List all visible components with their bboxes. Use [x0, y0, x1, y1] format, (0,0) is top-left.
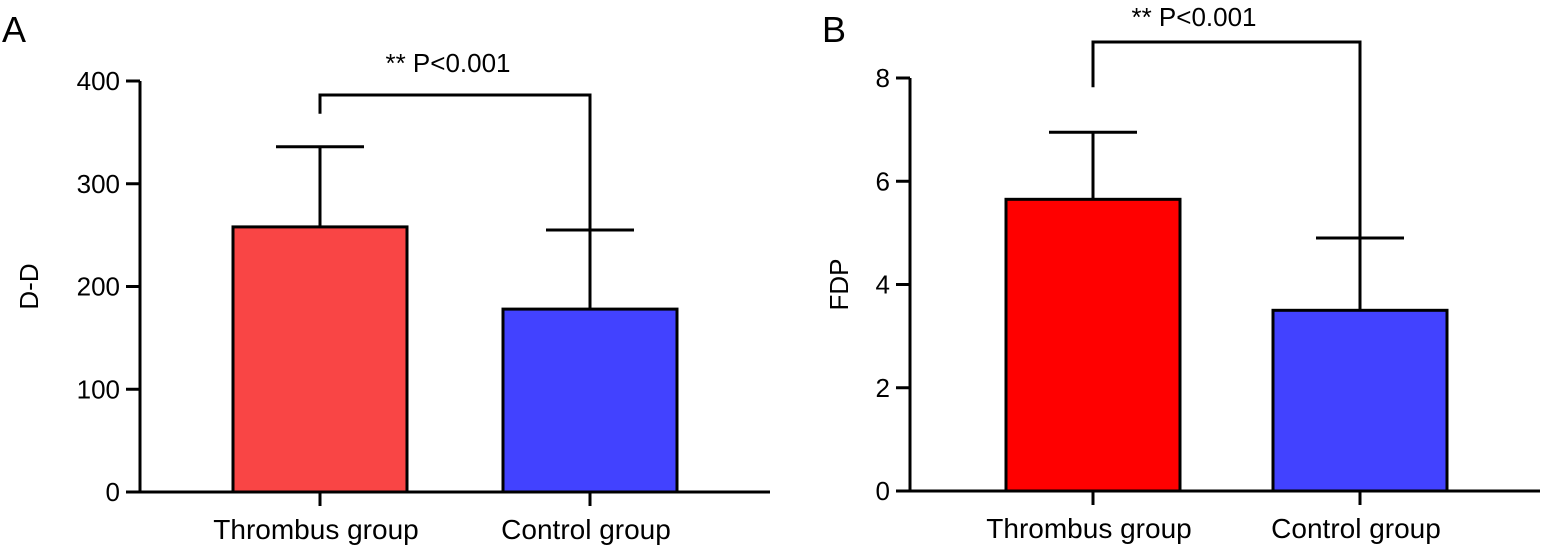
y-tick-label: 8	[876, 63, 890, 93]
bar-thrombus-group	[231, 225, 409, 494]
significance-bracket	[1091, 40, 1362, 283]
y-tick-label: 2	[876, 373, 890, 403]
y-axis-title: FDP	[824, 259, 854, 311]
x-category-label: Thrombus group	[986, 513, 1191, 544]
x-category-label: Thrombus group	[213, 514, 418, 545]
y-tick-label: 100	[77, 374, 120, 404]
y-tick-label: 6	[876, 166, 890, 196]
significance-label: ** P<0.001	[1131, 2, 1256, 32]
significance-label: ** P<0.001	[385, 48, 510, 78]
panel-a-chart: A D-D 0 100 200 300 400 Thrombus group Control g…	[2, 9, 770, 545]
y-axis-title: D-D	[14, 263, 44, 309]
y-tick-label: 300	[77, 169, 120, 199]
bar-thrombus-group	[1004, 197, 1182, 493]
panel-b-chart: B FDP 0 2 4 6 8 Thrombus group Control group ** P…	[822, 2, 1540, 544]
x-category-label: Control group	[501, 514, 671, 545]
y-tick-label: 0	[106, 477, 120, 507]
x-category-label: Control group	[1271, 513, 1441, 544]
y-tick-label: 0	[876, 476, 890, 506]
panel-letter: A	[2, 9, 26, 50]
bar-control-group	[1271, 308, 1449, 493]
y-tick-label: 200	[77, 272, 120, 302]
y-tick-label: 400	[77, 66, 120, 96]
bar-control-group	[501, 307, 679, 494]
panel-letter: B	[822, 9, 846, 50]
significance-bracket	[318, 93, 592, 274]
y-tick-label: 4	[876, 270, 890, 300]
